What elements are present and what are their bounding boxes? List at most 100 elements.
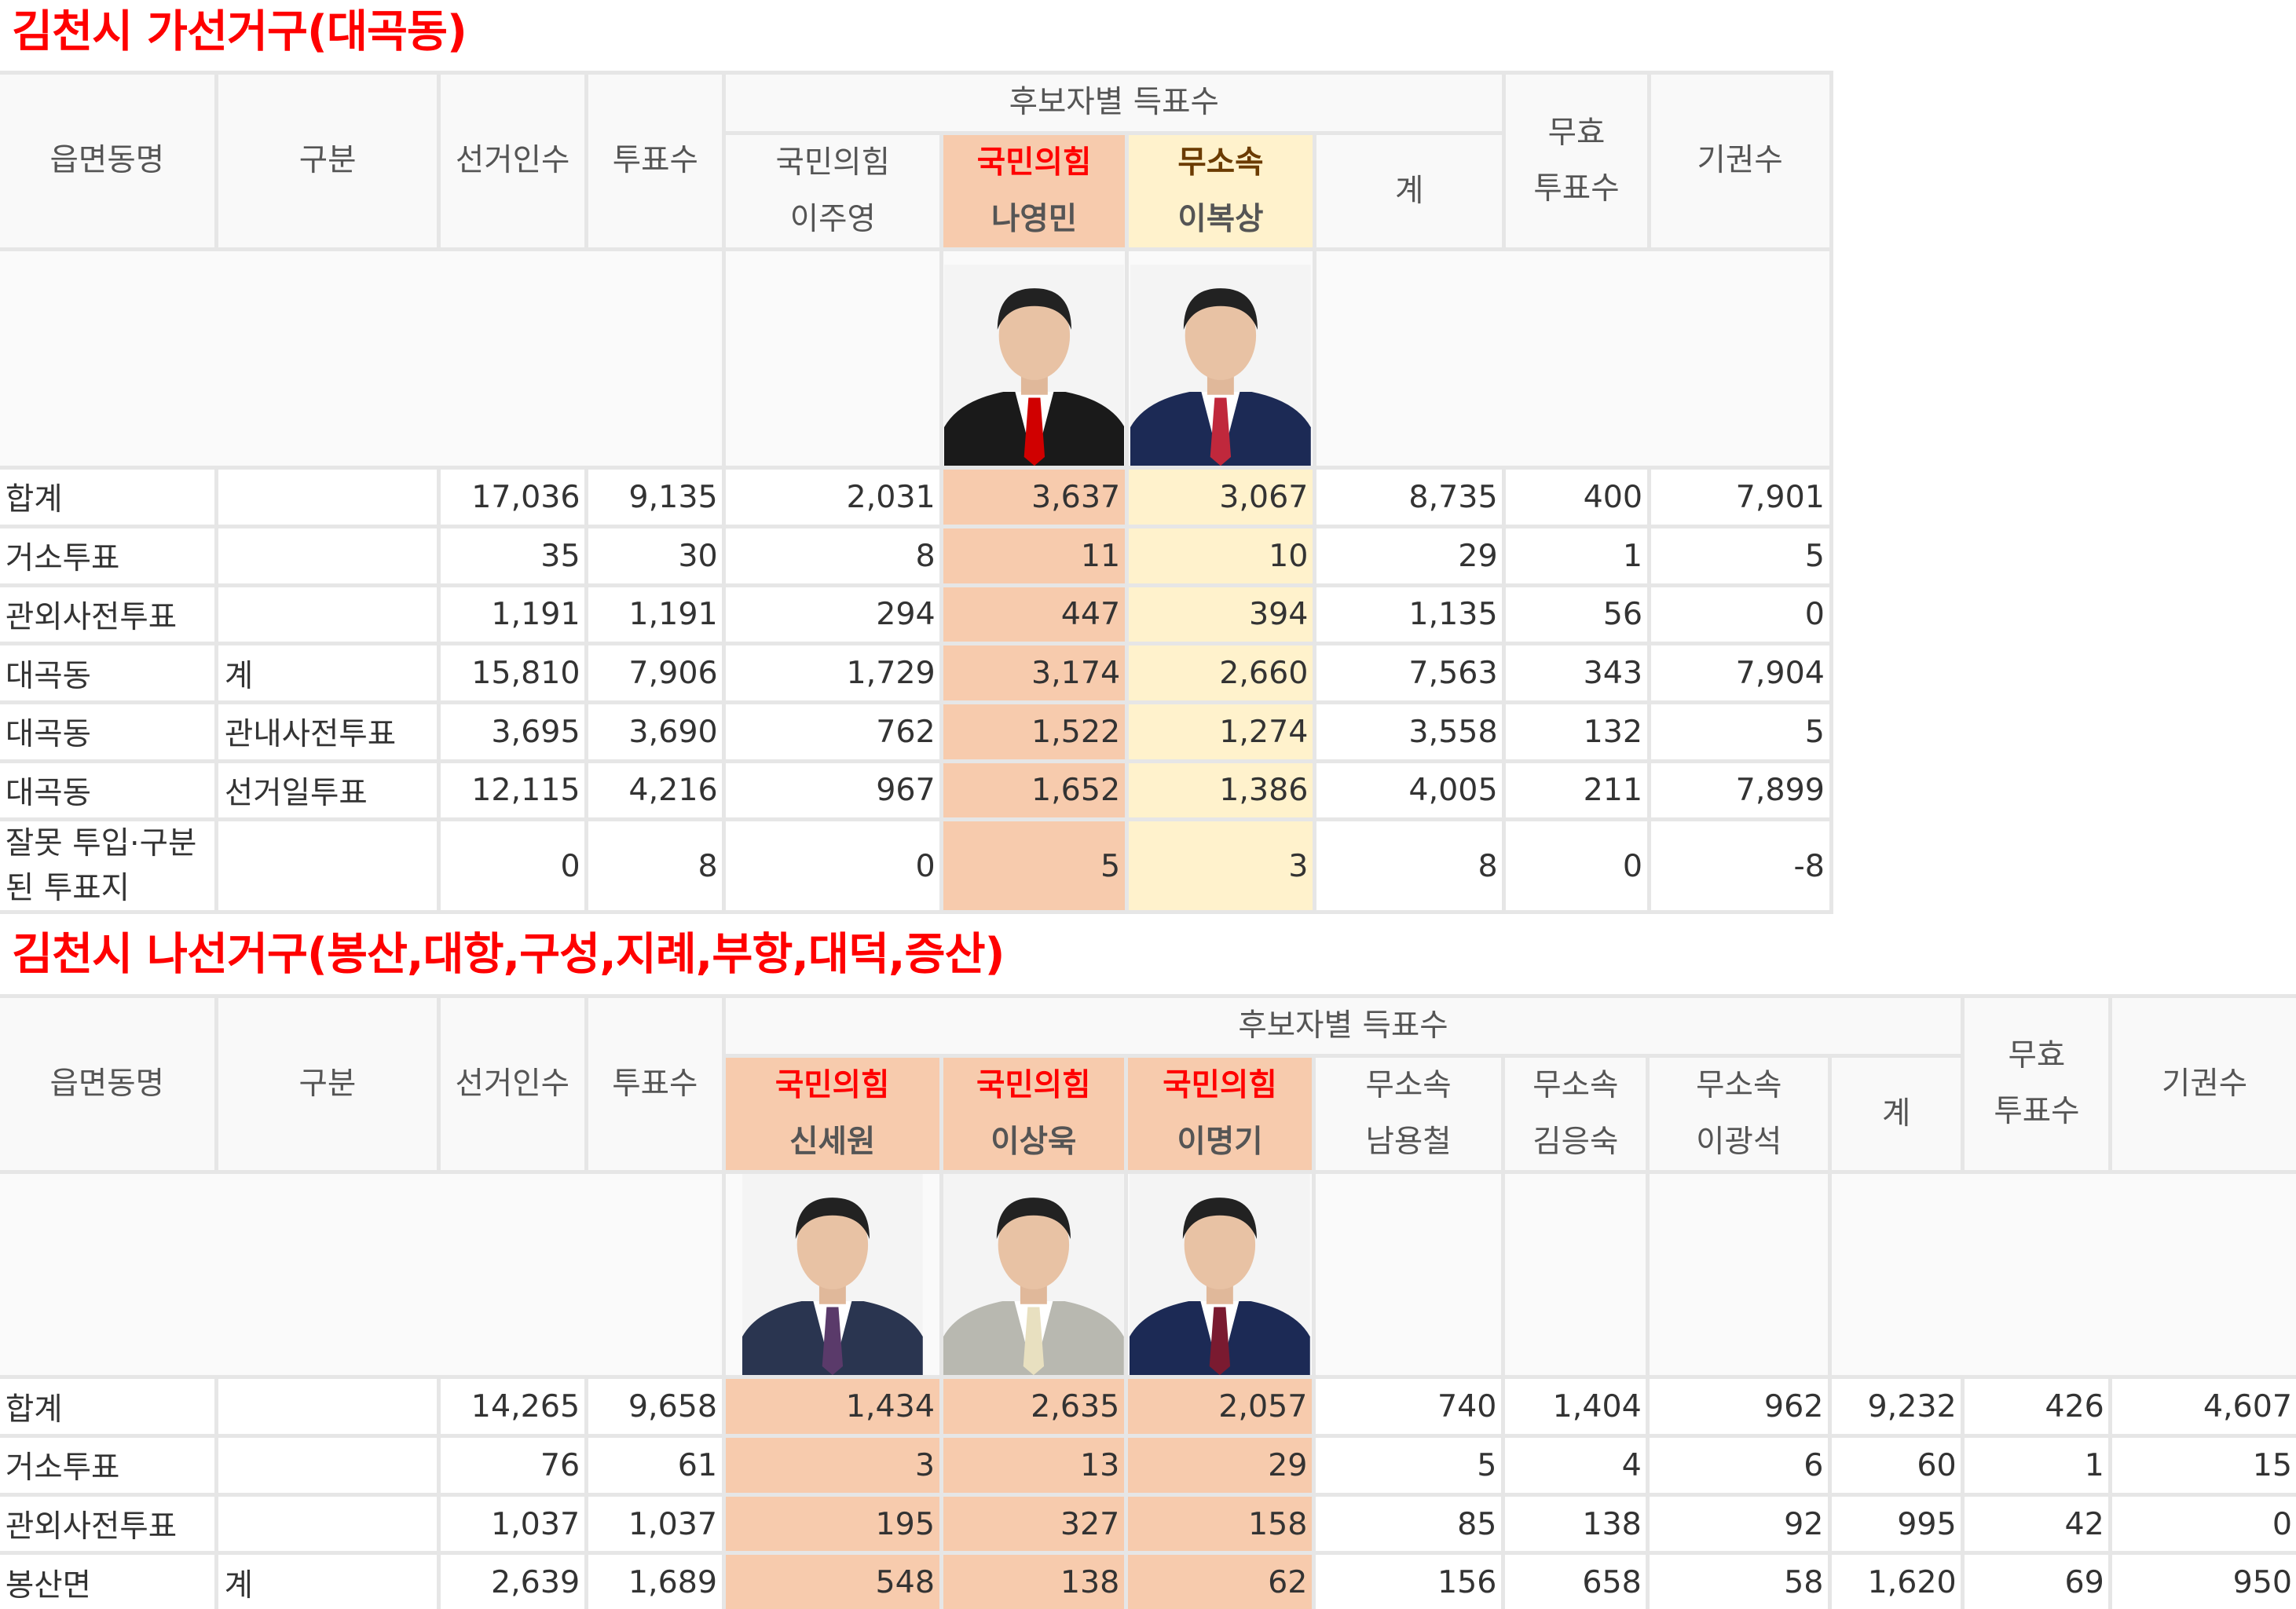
- value-cell: 3,067: [1128, 470, 1313, 525]
- value-cell: 2,031: [726, 470, 940, 525]
- value-cell: 3,558: [1316, 704, 1503, 759]
- value-cell: 195: [725, 1496, 939, 1552]
- type-cell: [218, 1379, 437, 1435]
- photo-spacer: [1316, 251, 1829, 466]
- district-b-results-table: 읍면동명 구분 선거인수 투표수 후보자별 득표수 무효 투표수 기권수 국민의힘 신세원 국민의힘…: [0, 993, 2296, 1609]
- photo-empty: [726, 251, 940, 466]
- candidate-party: 국민의힘: [976, 1067, 1091, 1104]
- value-cell: 5: [1650, 704, 1829, 759]
- photo-row: [0, 251, 1829, 466]
- value-cell: 7,904: [1650, 645, 1829, 700]
- district-a-title: 김천시 가선거구(대곡동): [12, 6, 467, 57]
- value-cell: -8: [1650, 821, 1829, 911]
- candidate-header: 국민의힘 나영민: [943, 134, 1125, 248]
- value-cell: 967: [726, 762, 940, 818]
- type-cell: [218, 1438, 437, 1493]
- value-cell: 0: [441, 821, 585, 911]
- value-cell: 2,057: [1127, 1379, 1313, 1435]
- value-cell: 740: [1316, 1379, 1502, 1435]
- candidate-header: 국민의힘 이명기: [1127, 1058, 1313, 1171]
- value-cell: 2,660: [1128, 645, 1313, 700]
- value-cell: 17,036: [441, 470, 585, 525]
- value-cell: 8: [588, 821, 723, 911]
- candidate-name: 이상욱: [991, 1123, 1077, 1160]
- candidate-portrait-image: [943, 1174, 1124, 1376]
- value-cell: 1,135: [1316, 587, 1503, 642]
- value-cell: 5: [943, 821, 1125, 911]
- value-cell: 7,899: [1650, 762, 1829, 818]
- value-cell: 69: [1965, 1555, 2109, 1609]
- area-cell: 잘못 투입·구분된 투표지: [0, 821, 215, 911]
- value-cell: 156: [1316, 1555, 1502, 1609]
- candidate-party: 무소속: [1365, 1067, 1452, 1104]
- value-cell: 0: [1650, 587, 1829, 642]
- table-row: 대곡동 관내사전투표 3,695 3,690 762 1,522 1,274 3,558 132…: [0, 704, 1829, 759]
- area-cell: 대곡동: [0, 762, 215, 818]
- candidate-portrait-image: [1130, 265, 1311, 466]
- value-cell: 15,810: [441, 645, 585, 700]
- value-cell: 3,695: [441, 704, 585, 759]
- area-cell: 합계: [0, 1379, 215, 1435]
- candidate-portrait-image: [1130, 1174, 1310, 1376]
- photo-empty: [1505, 1174, 1646, 1376]
- electors-header: 선거인수: [440, 997, 584, 1171]
- type-cell: [218, 587, 437, 642]
- invalid-votes-header: 무효 투표수: [1506, 75, 1647, 248]
- value-cell: 995: [1832, 1496, 1961, 1552]
- value-cell: 4,005: [1316, 762, 1503, 818]
- value-cell: 1,191: [441, 587, 585, 642]
- area-header: 읍면동명: [0, 997, 215, 1171]
- value-cell: 1,434: [725, 1379, 939, 1435]
- photo-row: [0, 1174, 2296, 1376]
- value-cell: 3: [725, 1438, 939, 1493]
- value-cell: 1,522: [943, 704, 1125, 759]
- value-cell: 138: [1505, 1496, 1646, 1552]
- invalid-label-line2: 투표수: [1994, 1093, 2080, 1130]
- candidate-party: 국민의힘: [1163, 1067, 1277, 1104]
- votes-header: 투표수: [588, 997, 722, 1171]
- value-cell: 394: [1128, 587, 1313, 642]
- value-cell: 1,729: [726, 645, 940, 700]
- abstain-header: 기권수: [2112, 997, 2296, 1171]
- table-row: 대곡동 선거일투표 12,115 4,216 967 1,652 1,386 4,005 211…: [0, 762, 1829, 818]
- candidate-votes-header: 후보자별 득표수: [725, 997, 1961, 1055]
- value-cell: 4,607: [2112, 1379, 2296, 1435]
- invalid-label-line2: 투표수: [1533, 170, 1620, 207]
- value-cell: 132: [1506, 704, 1647, 759]
- value-cell: 15: [2112, 1438, 2296, 1493]
- candidate-party: 국민의힘: [976, 144, 1092, 181]
- value-cell: 950: [2112, 1555, 2296, 1609]
- table-row: 잘못 투입·구분된 투표지 0 8 0 5 3 8 0 -8: [0, 821, 1829, 911]
- value-cell: 548: [725, 1555, 939, 1609]
- value-cell: 10: [1128, 528, 1313, 583]
- value-cell: 2,639: [440, 1555, 584, 1609]
- value-cell: 76: [440, 1438, 584, 1493]
- total-header: 계: [1832, 1058, 1961, 1171]
- value-cell: 6: [1650, 1438, 1829, 1493]
- candidate-name: 김응숙: [1532, 1123, 1619, 1160]
- header-row: 읍면동명 구분 선거인수 투표수 후보자별 득표수 무효 투표수 기권수: [0, 75, 1829, 248]
- value-cell: 1,404: [1505, 1379, 1646, 1435]
- photo-spacer: [1832, 1174, 2296, 1376]
- value-cell: 3,174: [943, 645, 1125, 700]
- table-row: 거소투표 76 61 3 13 29 5 4 6 60 1 15: [0, 1438, 2296, 1493]
- candidate-photo: [725, 1174, 939, 1376]
- value-cell: 294: [726, 587, 940, 642]
- candidate-photo: [1127, 1174, 1313, 1376]
- area-cell: 합계: [0, 470, 215, 525]
- candidate-header-row: 국민의힘 신세원 국민의힘 이상욱 국민의힘 이명기 무소속 남용철 무소속 김응숙 무소속 이광석 계: [0, 1058, 2296, 1171]
- header-row: 읍면동명 구분 선거인수 투표수 후보자별 득표수 무효 투표수 기권수: [0, 997, 2296, 1171]
- type-cell: 계: [218, 645, 437, 700]
- candidate-header: 무소속 김응숙: [1505, 1058, 1646, 1171]
- candidate-header: 국민의힘 신세원: [725, 1058, 939, 1171]
- type-cell: [218, 528, 437, 583]
- value-cell: 962: [1650, 1379, 1829, 1435]
- area-cell: 대곡동: [0, 645, 215, 700]
- candidate-name: 이복상: [1177, 200, 1264, 237]
- photo-spacer: [0, 1174, 722, 1376]
- value-cell: 35: [441, 528, 585, 583]
- candidate-name: 이주영: [789, 200, 876, 237]
- candidate-header-row: 국민의힘 이주영 국민의힘 나영민 무소속 이복상 계: [0, 134, 1829, 248]
- district-b-title: 김천시 나선거구(봉산,대항,구성,지례,부항,대덕,증산): [12, 929, 1005, 981]
